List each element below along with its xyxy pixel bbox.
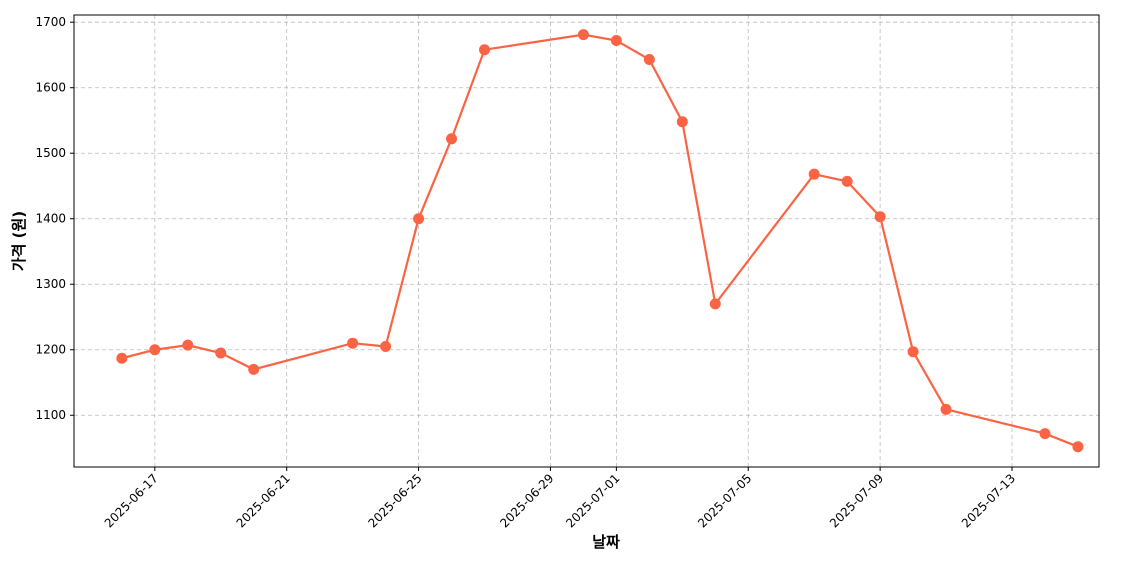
- point: [380, 340, 392, 352]
- line: [121, 33, 1079, 448]
- point: [116, 352, 128, 364]
- plot-frame: [73, 14, 1100, 468]
- x-tick-label: 2025-07-01: [563, 471, 622, 530]
- x-tick-label: 2025-06-25: [365, 471, 424, 530]
- x-axis-label: 날짜: [592, 533, 620, 551]
- y-tick-label: 1700: [35, 15, 66, 29]
- y-tick-label: 1600: [35, 81, 66, 95]
- point: [413, 213, 425, 225]
- y-tick-label: 1300: [35, 277, 66, 291]
- point: [643, 54, 655, 66]
- y-tick-label: 1100: [35, 408, 66, 422]
- point: [577, 29, 589, 41]
- point: [676, 116, 688, 128]
- y-tick-label: 1500: [35, 146, 66, 160]
- point: [446, 133, 458, 145]
- point: [347, 337, 359, 349]
- point: [808, 168, 820, 180]
- point: [841, 175, 853, 187]
- x-tick-label: 2025-07-13: [959, 471, 1018, 530]
- point: [149, 344, 161, 356]
- point: [248, 363, 260, 375]
- point: [610, 35, 622, 47]
- point: [182, 339, 194, 351]
- y-axis-label: 가격 (원): [10, 211, 28, 271]
- point: [709, 298, 721, 310]
- x-tick-label: 2025-06-29: [497, 471, 556, 530]
- x-tick-label: 2025-07-05: [695, 471, 754, 530]
- point: [874, 211, 886, 223]
- point: [479, 44, 491, 56]
- x-tick-label: 2025-06-17: [102, 471, 161, 530]
- y-tick-label: 1200: [35, 343, 66, 357]
- point: [940, 403, 952, 415]
- point: [1039, 428, 1051, 440]
- x-tick-label: 2025-07-09: [827, 471, 886, 530]
- point: [1072, 441, 1084, 453]
- point: [215, 347, 227, 359]
- point: [907, 346, 919, 358]
- x-tick-label: 2025-06-21: [234, 471, 293, 530]
- y-tick-label: 1400: [35, 212, 66, 226]
